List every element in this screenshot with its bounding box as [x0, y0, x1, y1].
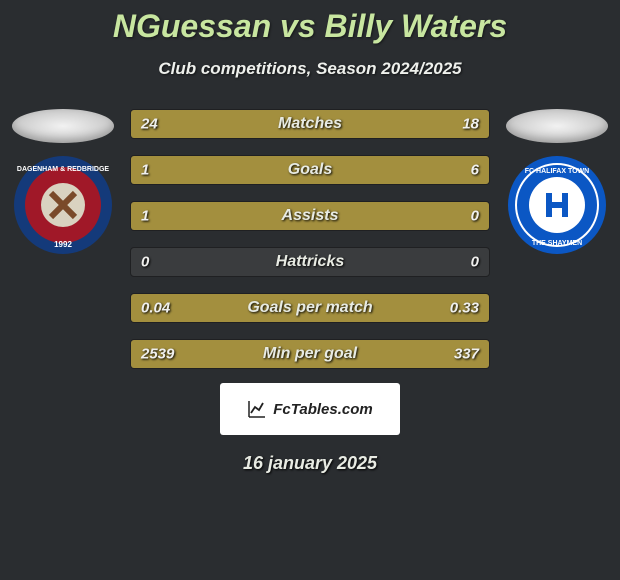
stat-row: 1 6 Goals [130, 155, 490, 185]
stat-label: Matches [278, 115, 342, 133]
player-oval-left [12, 109, 114, 143]
stat-row: 2539 337 Min per goal [130, 339, 490, 369]
svg-text:DAGENHAM & REDBRIDGE: DAGENHAM & REDBRIDGE [17, 166, 110, 173]
left-side: DAGENHAM & REDBRIDGE 1992 [8, 109, 118, 255]
fctables-label: FcTables.com [273, 401, 372, 418]
player-oval-right [506, 109, 608, 143]
value-right: 0 [471, 208, 479, 225]
value-right: 0 [471, 254, 479, 271]
subtitle: Club competitions, Season 2024/2025 [0, 59, 620, 79]
team-crest-right: FC HALIFAX TOWN THE SHAYMEN [507, 155, 607, 255]
value-left: 0 [141, 254, 149, 271]
stat-row: 1 0 Assists [130, 201, 490, 231]
comparison-area: DAGENHAM & REDBRIDGE 1992 24 18 Matches 1 6 G… [0, 109, 620, 369]
value-right: 6 [471, 162, 479, 179]
chart-icon [247, 399, 267, 419]
value-right: 337 [454, 346, 479, 363]
value-left: 0.04 [141, 300, 170, 317]
stat-label: Goals [288, 161, 332, 179]
bar-left [131, 156, 181, 184]
date-label: 16 january 2025 [0, 453, 620, 474]
right-side: FC HALIFAX TOWN THE SHAYMEN [502, 109, 612, 255]
stat-label: Assists [282, 207, 339, 225]
bar-right [181, 156, 489, 184]
stat-row: 0 0 Hattricks [130, 247, 490, 277]
value-left: 1 [141, 162, 149, 179]
stat-row: 0.04 0.33 Goals per match [130, 293, 490, 323]
stat-row: 24 18 Matches [130, 109, 490, 139]
svg-text:1992: 1992 [54, 240, 72, 249]
value-left: 2539 [141, 346, 174, 363]
fctables-badge[interactable]: FcTables.com [220, 383, 400, 435]
svg-text:FC HALIFAX TOWN: FC HALIFAX TOWN [525, 168, 589, 175]
stat-label: Min per goal [263, 345, 357, 363]
value-left: 24 [141, 116, 158, 133]
svg-text:THE SHAYMEN: THE SHAYMEN [532, 240, 582, 247]
value-right: 18 [462, 116, 479, 133]
stat-label: Hattricks [276, 253, 344, 271]
team-crest-left: DAGENHAM & REDBRIDGE 1992 [13, 155, 113, 255]
stat-bars: 24 18 Matches 1 6 Goals 1 0 Assists 0 0 Hattricks 0.… [130, 109, 490, 369]
page-title: NGuessan vs Billy Waters [0, 0, 620, 45]
value-right: 0.33 [450, 300, 479, 317]
value-left: 1 [141, 208, 149, 225]
stat-label: Goals per match [247, 299, 372, 317]
